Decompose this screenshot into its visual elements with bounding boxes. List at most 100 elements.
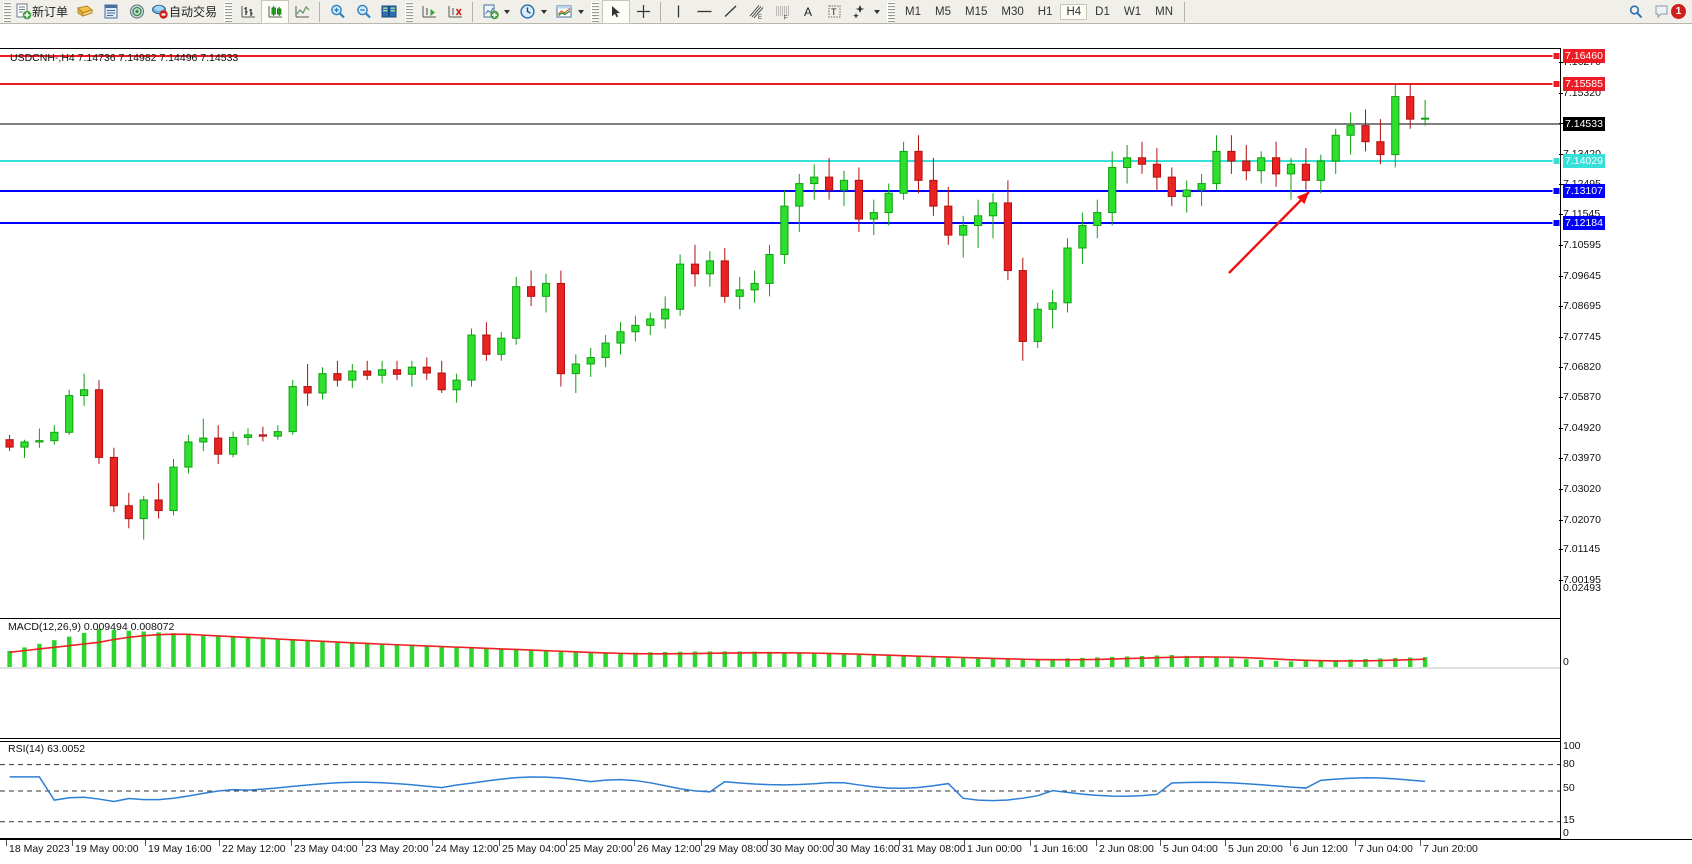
resistance-tag-2[interactable]: 7.15585 [1563, 77, 1605, 91]
alerts-badge: 1 [1671, 4, 1686, 19]
price-tick: 7.01145 [1559, 543, 1600, 555]
toolbar-grip-5[interactable] [887, 1, 896, 22]
period-h4[interactable]: H4 [1060, 3, 1088, 20]
data-window-button[interactable] [98, 1, 124, 23]
chart-area[interactable]: USDCNH-,H4 7.14736 7.14982 7.14496 7.145… [0, 24, 1692, 864]
text-label-tool[interactable]: T [821, 1, 847, 23]
support-tag-1[interactable]: 7.13107 [1563, 184, 1605, 198]
rsi-pane[interactable]: RSI(14) 63.0052 [0, 741, 1560, 839]
time-tick-label: 1 Jun 16:00 [1033, 843, 1088, 855]
zoom-out-button[interactable] [350, 1, 376, 23]
toolbar-grip-2[interactable] [224, 1, 233, 22]
alerts-button[interactable] [1649, 1, 1675, 23]
new-order-button[interactable]: 新订单 [14, 1, 72, 23]
svg-text:F: F [784, 16, 788, 21]
time-tick-label: 6 Jun 12:00 [1293, 843, 1348, 855]
crosshair-tool[interactable] [630, 1, 656, 23]
market-watch-button[interactable] [124, 1, 150, 23]
data-window-icon [104, 4, 118, 19]
time-tick [899, 840, 900, 846]
macd-pane[interactable]: MACD(12,26,9) 0.009494 0.008072 [0, 618, 1560, 739]
price-tick: 7.09645 [1559, 270, 1601, 282]
hline-7-16460[interactable] [0, 52, 1560, 60]
period-d1[interactable]: D1 [1095, 5, 1110, 18]
new-order-label: 新订单 [32, 5, 69, 19]
period-h1[interactable]: H1 [1037, 5, 1053, 18]
periodicity-button[interactable] [514, 1, 540, 23]
auto-trading-button[interactable]: 自动交易 [150, 1, 221, 23]
hline-7-15585[interactable] [0, 80, 1560, 88]
candle [1316, 154, 1325, 194]
vertical-line-tool[interactable] [665, 1, 691, 23]
time-tick-label: 24 May 12:00 [435, 843, 499, 855]
cursor-tool[interactable] [602, 0, 631, 24]
add-indicator-chevron-down-icon[interactable] [504, 9, 511, 14]
bar-chart-button[interactable] [235, 1, 261, 23]
period-m15[interactable]: M15 [965, 5, 988, 18]
time-tick-label: 30 May 16:00 [836, 843, 900, 855]
trendline-tool[interactable] [717, 1, 743, 23]
rsi-tick-15: 15 [1563, 814, 1575, 826]
candle [661, 296, 670, 329]
candle [109, 447, 119, 513]
price-tick: 7.05870 [1559, 391, 1601, 403]
hline-7-14029[interactable] [0, 157, 1560, 165]
equidistant-channel-tool[interactable]: E [743, 1, 769, 23]
period-m5[interactable]: M5 [935, 5, 951, 18]
auto-scroll-button[interactable] [416, 1, 442, 23]
templates-button[interactable] [551, 1, 577, 23]
candle [959, 215, 968, 258]
time-tick-label: 31 May 08:00 [902, 843, 966, 855]
tile-windows-button[interactable] [376, 1, 402, 23]
shapes-chevron-down-icon[interactable] [874, 9, 881, 14]
shapes-tool[interactable] [847, 1, 873, 23]
hline-7-12184[interactable] [0, 219, 1560, 227]
hline-7-13107[interactable] [0, 187, 1560, 195]
candle [80, 373, 89, 406]
time-axis[interactable]: 18 May 2023 19 May 00:00 19 May 16:00 22 Ma… [0, 839, 1692, 864]
candle [1182, 180, 1191, 213]
candle [35, 428, 44, 448]
fibonacci-tool[interactable]: F [769, 1, 795, 23]
candlestick-button[interactable] [261, 0, 290, 24]
zoom-in-button[interactable] [324, 1, 350, 23]
period-w1[interactable]: W1 [1123, 5, 1142, 18]
add-indicator-button[interactable] [477, 1, 503, 23]
price-pane[interactable] [0, 24, 1560, 584]
candle [884, 183, 893, 226]
candle [944, 186, 953, 245]
horizontal-line-tool[interactable] [691, 1, 717, 23]
period-m1[interactable]: M1 [905, 5, 922, 18]
toolbar-grip[interactable] [3, 1, 11, 22]
time-tick [291, 840, 292, 846]
candle [422, 357, 431, 381]
chart-shift-button[interactable] [442, 1, 468, 23]
period-m30[interactable]: M30 [1001, 5, 1024, 18]
toolbar-grip-4[interactable] [591, 1, 600, 22]
line-chart-button[interactable] [289, 1, 315, 23]
search-button[interactable] [1623, 1, 1649, 23]
time-tick-label: 22 May 12:00 [222, 843, 286, 855]
support-tag-2[interactable]: 7.12184 [1563, 216, 1605, 230]
resistance-tag-1[interactable]: 7.16460 [1563, 49, 1605, 63]
price-scale[interactable]: 7.162707.153207.143707.134207.124957.115… [1559, 24, 1692, 839]
text-tool[interactable]: A [795, 1, 821, 23]
candle [214, 425, 223, 464]
toolbar-grip-3[interactable] [405, 1, 414, 22]
arrow-cursor-icon [611, 6, 620, 18]
candle [1212, 135, 1221, 191]
candle [452, 373, 461, 403]
expert-advisors-button[interactable] [72, 1, 98, 23]
period-mn[interactable]: MN [1155, 5, 1173, 18]
candle [631, 315, 640, 342]
last-price-tag[interactable]: 7.14533 [1563, 117, 1605, 131]
time-tick [362, 840, 363, 846]
templates-chevron-down-icon[interactable] [578, 9, 585, 14]
price-tick: 7.03020 [1559, 483, 1601, 495]
time-tick [964, 840, 965, 846]
time-tick [1096, 840, 1097, 846]
candle [1018, 257, 1027, 361]
cyan-level-tag[interactable]: 7.14029 [1563, 154, 1605, 168]
periodicity-chevron-down-icon[interactable] [541, 9, 548, 14]
bullish-arrow[interactable] [1228, 191, 1310, 274]
